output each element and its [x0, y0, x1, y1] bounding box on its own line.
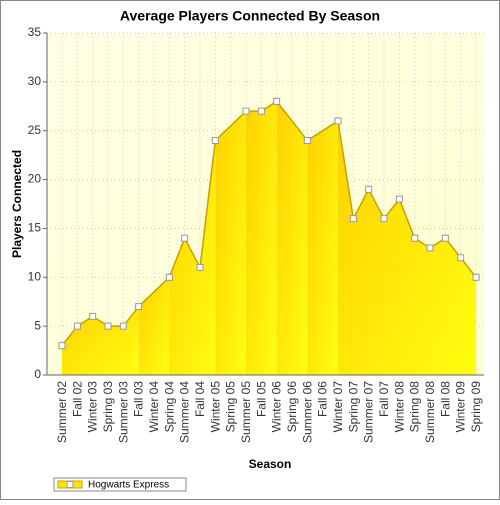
x-tick-label: Winter 05	[208, 381, 222, 433]
marker	[181, 234, 189, 242]
marker	[457, 254, 465, 262]
marker	[411, 234, 419, 242]
legend-marker	[66, 481, 74, 488]
x-tick-label: Spring 07	[346, 381, 360, 433]
x-tick-label: Winter 04	[147, 381, 161, 433]
y-axis-label: Players Connected	[10, 150, 24, 258]
x-tick-label: Winter 07	[331, 381, 345, 433]
y-tick-label: 0	[34, 367, 41, 381]
x-tick-label: Spring 06	[285, 381, 299, 433]
marker	[119, 322, 127, 330]
marker	[349, 215, 357, 223]
y-tick-label: 10	[28, 269, 42, 283]
legend	[53, 477, 187, 492]
x-axis-label: Season	[249, 457, 292, 471]
x-tick-label: Fall 02	[70, 381, 84, 417]
x-tick-label: Spring 09	[469, 381, 483, 433]
x-tick-label: Winter 06	[270, 381, 284, 433]
x-tick-label: Winter 08	[392, 381, 406, 433]
marker	[104, 322, 112, 330]
y-tick-label: 30	[28, 74, 42, 88]
x-tick-label: Fall 05	[254, 381, 268, 417]
x-tick-label: Summer 07	[362, 381, 376, 443]
line-bridge	[138, 276, 170, 308]
area-bridge	[138, 277, 170, 375]
marker	[211, 136, 219, 144]
x-tick-label: Winter 03	[86, 381, 100, 433]
marker	[58, 342, 66, 350]
area-bridge	[276, 101, 308, 376]
y-tick-label: 5	[34, 318, 41, 332]
marker	[303, 136, 311, 144]
area-bridge	[215, 111, 246, 376]
line	[337, 120, 477, 278]
line	[168, 140, 217, 278]
chart-title: Average Players Connected By Season	[120, 8, 380, 24]
y-tick-label: 25	[28, 123, 42, 137]
marker	[135, 303, 143, 311]
line-bridge	[276, 100, 308, 141]
marker	[73, 322, 81, 330]
marker	[242, 107, 250, 115]
x-tick-label: Spring 05	[224, 381, 238, 433]
x-tick-label: Spring 08	[408, 381, 422, 433]
y-tick-label: 35	[28, 25, 42, 39]
marker	[441, 234, 449, 242]
marker	[257, 107, 265, 115]
marker	[89, 312, 97, 320]
x-tick-label: Fall 08	[438, 381, 452, 417]
marker	[273, 97, 281, 105]
y-tick-label: 15	[28, 221, 42, 235]
x-tick-label: Fall 06	[316, 381, 330, 417]
area-bridge	[307, 120, 338, 375]
x-tick-label: Summer 05	[239, 381, 253, 443]
marker	[196, 264, 204, 272]
line-bridge	[306, 120, 339, 142]
x-tick-label: Spring 03	[101, 381, 115, 433]
x-tick-label: Fall 03	[132, 381, 146, 417]
area	[246, 101, 277, 376]
marker	[334, 117, 342, 125]
marker	[426, 244, 434, 252]
x-tick-label: Winter 09	[454, 381, 468, 433]
marker	[472, 273, 480, 281]
line-bridge	[214, 110, 247, 142]
marker	[395, 195, 403, 203]
x-tick-label: Summer 02	[55, 381, 69, 443]
area	[169, 140, 216, 375]
y-tick-label: 20	[28, 172, 42, 186]
marker	[365, 185, 373, 193]
marker	[165, 273, 173, 281]
x-tick-label: Summer 06	[300, 381, 314, 443]
legend-label: Hogwarts Express	[88, 480, 169, 491]
x-tick-label: Summer 03	[116, 381, 130, 443]
x-tick-label: Spring 04	[162, 381, 176, 433]
x-tick-label: Summer 04	[178, 381, 192, 443]
marker	[380, 215, 388, 223]
x-tick-label: Fall 04	[193, 381, 207, 417]
x-tick-label: Summer 08	[423, 381, 437, 443]
x-tick-label: Fall 07	[377, 381, 391, 417]
area	[338, 120, 476, 375]
